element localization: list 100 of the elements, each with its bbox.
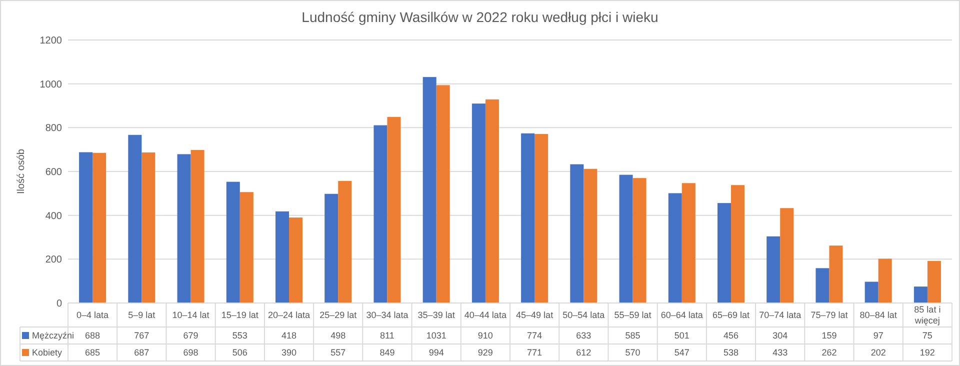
bar bbox=[472, 104, 486, 303]
data-label: 910 bbox=[478, 330, 493, 341]
bar bbox=[289, 218, 303, 303]
x-tick-label: 85 lat i więcej bbox=[914, 304, 941, 326]
data-label: 418 bbox=[281, 330, 297, 341]
bar bbox=[374, 125, 388, 303]
bar bbox=[534, 134, 548, 303]
data-label: 994 bbox=[428, 348, 444, 358]
bar bbox=[619, 174, 633, 303]
x-tick-label: 50–54 lata bbox=[562, 310, 605, 320]
data-label: 557 bbox=[330, 348, 346, 358]
data-label: 202 bbox=[870, 348, 886, 358]
data-label: 811 bbox=[380, 330, 394, 341]
x-tick-label: 75–79 lat bbox=[810, 310, 848, 320]
bar bbox=[226, 182, 240, 303]
data-label: 547 bbox=[674, 348, 690, 358]
bar bbox=[864, 282, 878, 303]
bar bbox=[387, 116, 401, 303]
data-label: 570 bbox=[625, 348, 640, 358]
data-label: 304 bbox=[772, 330, 788, 341]
data-label: 553 bbox=[232, 330, 248, 341]
data-label: 506 bbox=[232, 348, 248, 358]
y-tick-label: 400 bbox=[45, 210, 62, 222]
data-label: 929 bbox=[478, 348, 493, 358]
y-tick-label: 200 bbox=[45, 254, 62, 266]
y-tick-label: 600 bbox=[45, 167, 62, 178]
bar bbox=[436, 85, 450, 303]
bar bbox=[79, 152, 93, 303]
x-tick-label: 15–19 lat bbox=[221, 310, 259, 320]
data-label: 774 bbox=[527, 330, 542, 341]
x-tick-label: 55–59 lat bbox=[614, 310, 652, 320]
data-label: 97 bbox=[873, 330, 884, 341]
bar bbox=[521, 133, 535, 303]
bar bbox=[816, 268, 830, 303]
x-tick-label: 65–69 lat bbox=[712, 310, 750, 320]
bar bbox=[914, 286, 928, 303]
data-label: 585 bbox=[625, 330, 640, 341]
bar bbox=[584, 168, 598, 303]
data-label: 390 bbox=[281, 348, 297, 358]
x-tick-label: 80–84 lat bbox=[860, 310, 898, 320]
y-tick-label: 800 bbox=[45, 123, 62, 134]
data-label: 433 bbox=[772, 348, 788, 358]
x-tick-label: 20–24 lata bbox=[268, 310, 310, 320]
bar bbox=[422, 77, 436, 303]
data-label: 498 bbox=[330, 330, 346, 341]
chart-title: Ludność gminy Wasilków w 2022 roku według płci i wieku bbox=[302, 9, 658, 25]
x-tick-label: 30–34 lata bbox=[366, 310, 408, 320]
bar bbox=[275, 211, 289, 303]
bar bbox=[668, 193, 682, 303]
data-label: 767 bbox=[134, 330, 150, 341]
data-label: 501 bbox=[674, 330, 690, 341]
bar bbox=[485, 99, 499, 303]
x-tick-label: 60–64 lata bbox=[660, 310, 703, 320]
data-label: 698 bbox=[183, 348, 198, 358]
y-axis-title: Ilość osób bbox=[16, 148, 27, 194]
data-label: 1031 bbox=[426, 330, 446, 341]
data-label: 679 bbox=[183, 330, 198, 341]
data-label: 849 bbox=[380, 348, 395, 358]
x-tick-label: 45–49 lat bbox=[516, 310, 554, 320]
data-label: 685 bbox=[85, 348, 100, 358]
bar bbox=[190, 150, 204, 303]
x-tick-label: 0–4 lata bbox=[76, 310, 109, 320]
bar bbox=[92, 152, 106, 303]
data-label: 262 bbox=[822, 348, 837, 358]
bar bbox=[142, 152, 156, 303]
bar bbox=[927, 260, 941, 303]
y-tick-label: 1200 bbox=[40, 36, 62, 46]
bar bbox=[632, 178, 646, 303]
x-tick-label: 25–29 lat bbox=[320, 310, 358, 320]
bar bbox=[731, 185, 745, 303]
bar bbox=[717, 203, 731, 303]
bar bbox=[682, 183, 696, 303]
bar bbox=[829, 246, 843, 303]
bar bbox=[240, 192, 254, 303]
bar bbox=[177, 154, 191, 303]
bar bbox=[878, 258, 892, 303]
x-tick-label: 40–44 lata bbox=[464, 310, 506, 320]
y-tick-label: 1000 bbox=[40, 79, 62, 90]
data-label: 456 bbox=[723, 330, 739, 341]
bar bbox=[766, 236, 780, 303]
bar bbox=[338, 180, 352, 303]
bar bbox=[780, 208, 794, 303]
data-label: 633 bbox=[576, 330, 592, 341]
data-label: 75 bbox=[922, 330, 932, 341]
data-label: 538 bbox=[723, 348, 739, 358]
legend-label: Kobiety bbox=[32, 348, 63, 358]
x-tick-label: 35–39 lat bbox=[418, 310, 456, 320]
bar bbox=[570, 164, 584, 303]
bar bbox=[128, 134, 142, 303]
x-tick-label: 5–9 lat bbox=[128, 310, 156, 320]
y-tick-label: 0 bbox=[56, 298, 62, 310]
data-label: 688 bbox=[85, 330, 100, 341]
data-label: 612 bbox=[576, 348, 592, 358]
x-tick-label: 10–14 lat bbox=[172, 310, 210, 320]
data-label: 687 bbox=[134, 348, 150, 358]
x-tick-label: 70–74 lata bbox=[759, 310, 802, 320]
bar bbox=[324, 194, 338, 303]
data-label: 159 bbox=[822, 330, 837, 341]
legend-label: Mężczyźni bbox=[32, 330, 74, 341]
data-label: 771 bbox=[527, 348, 542, 358]
